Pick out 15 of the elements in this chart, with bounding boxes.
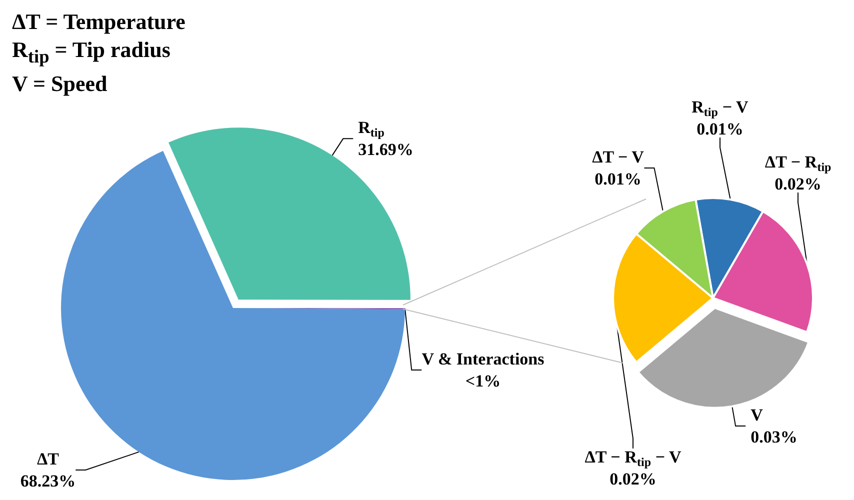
data-label: 0.03% bbox=[750, 428, 798, 447]
data-label: 0.01% bbox=[594, 170, 642, 188]
data-label: <1% bbox=[465, 372, 501, 390]
text: R$_{tip}$ = Tip radius bbox=[12, 36, 172, 68]
slice-label: V bbox=[750, 406, 764, 425]
slice-label: ΔT bbox=[37, 450, 60, 468]
data-label: 0.01% bbox=[696, 120, 744, 138]
data-label: 0.02% bbox=[610, 470, 656, 488]
slice-label: V & Interactions bbox=[422, 350, 545, 368]
data-label: 0.02% bbox=[774, 174, 822, 194]
slice-label: ΔT − V bbox=[592, 148, 645, 166]
data-label: 68.23% bbox=[20, 472, 76, 490]
data-label: 31.69% bbox=[358, 140, 414, 160]
text: V = Speed bbox=[12, 70, 108, 98]
text: ΔT = Temperature bbox=[12, 8, 186, 36]
